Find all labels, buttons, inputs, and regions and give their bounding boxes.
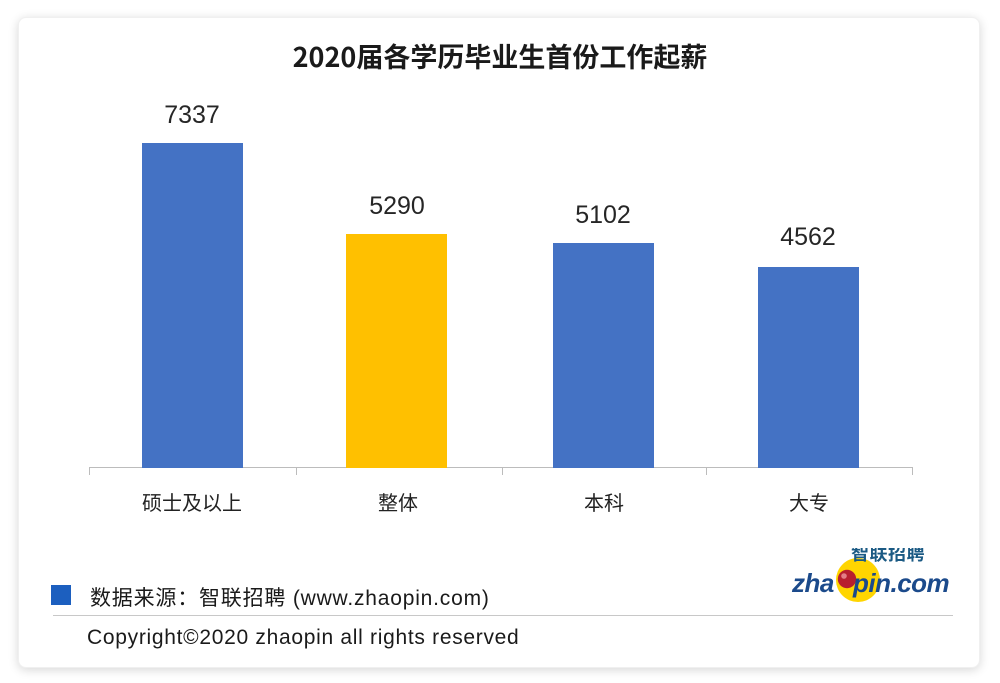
svg-text:zha: zha [791,568,834,598]
svg-text:智联招聘: 智联招聘 [851,548,925,566]
svg-text:pin.com: pin.com [852,568,950,598]
